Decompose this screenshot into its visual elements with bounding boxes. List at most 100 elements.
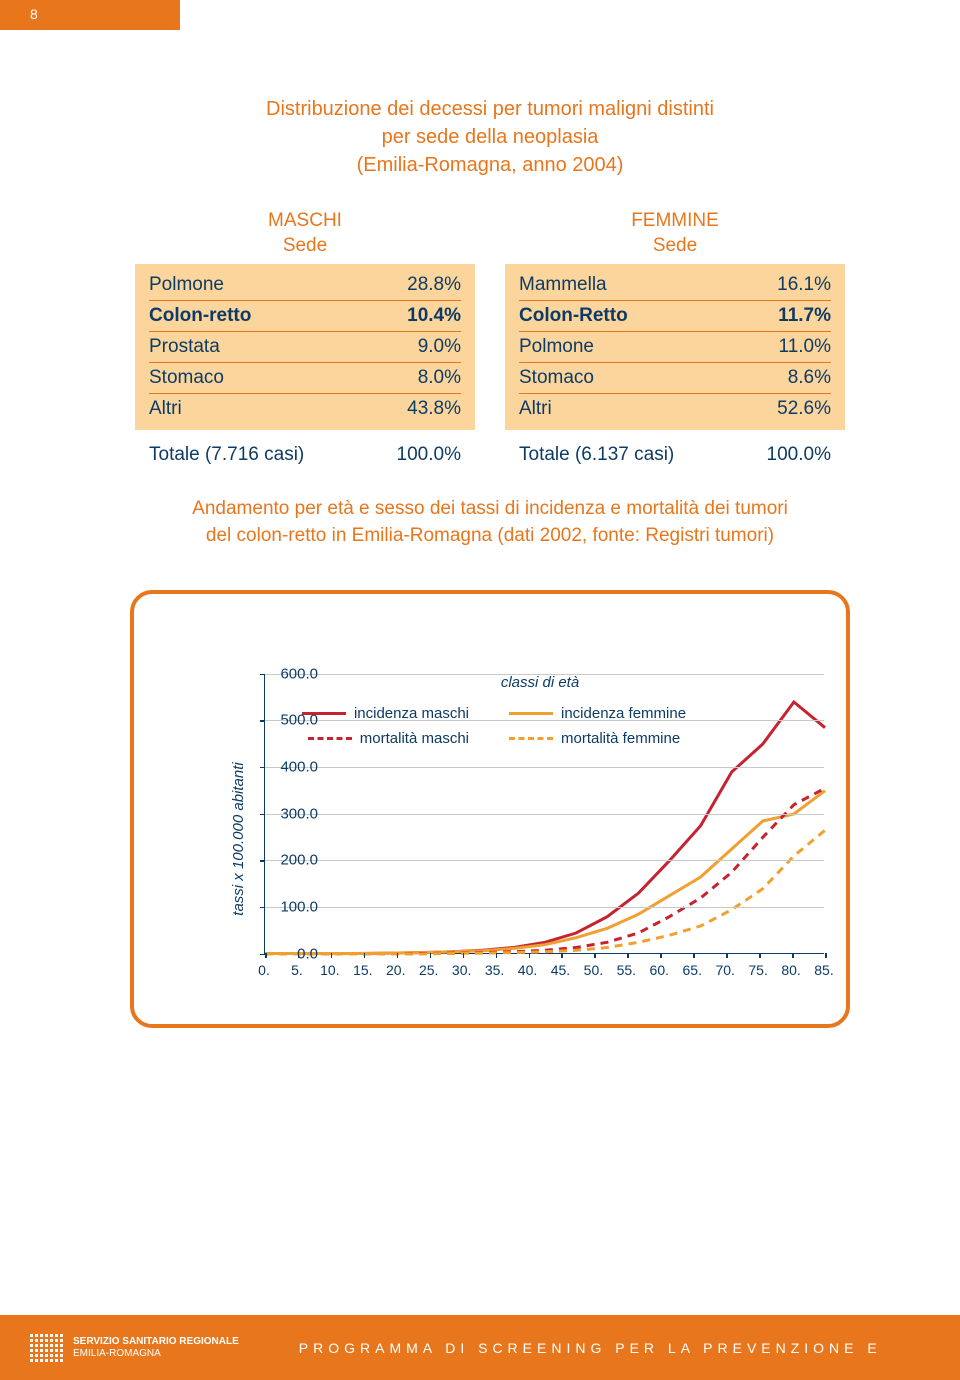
gridline <box>265 674 824 675</box>
title-line: Distribuzione dei decessi per tumori mal… <box>266 98 714 120</box>
footer-text: PROGRAMMA DI SCREENING PER LA PREVENZION… <box>299 1340 882 1356</box>
row-label: Colon-Retto <box>519 305 628 327</box>
table-femmine: FEMMINE Sede Mammella16.1%Colon-Retto11.… <box>505 209 845 466</box>
row-value: 16.1% <box>777 274 831 296</box>
x-tick-label: 35. <box>485 962 504 978</box>
x-tick <box>397 953 399 958</box>
table-row: Altri 43.8% <box>149 394 461 424</box>
x-tick-label: 70. <box>715 962 734 978</box>
x-tick-label: 0. <box>258 962 270 978</box>
x-tick <box>298 953 300 958</box>
x-tick-label: 25. <box>419 962 438 978</box>
table-row: Colon-Retto11.7% <box>519 301 831 332</box>
table-head-2: Sede <box>653 235 697 256</box>
gridline <box>265 814 824 815</box>
x-tick <box>693 953 695 958</box>
x-tick <box>726 953 728 958</box>
x-tick-label: 40. <box>518 962 537 978</box>
row-value: 9.0% <box>418 336 461 358</box>
y-tick-label: 0.0 <box>268 945 318 962</box>
table-head-1: FEMMINE <box>631 210 719 231</box>
y-tick <box>260 720 265 722</box>
table-row: Colon-retto 10.4% <box>149 301 461 332</box>
y-tick <box>260 814 265 816</box>
series-line <box>265 790 825 953</box>
footer-logo: SERVIZIO SANITARIO REGIONALE EMILIA-ROMA… <box>30 1334 239 1362</box>
row-value: 28.8% <box>407 274 461 296</box>
table-head-1: MASCHI <box>268 210 342 231</box>
gridline <box>265 860 824 861</box>
total-value: 100.0% <box>397 444 461 466</box>
chart-title: Andamento per età e sesso dei tassi di i… <box>120 496 860 549</box>
x-tick <box>430 953 432 958</box>
y-tick-label: 100.0 <box>268 898 318 915</box>
row-value: 10.4% <box>407 305 461 327</box>
tables-container: MASCHI Sede Polmone 28.8% Colon-retto 10.4%… <box>120 209 860 466</box>
x-tick <box>529 953 531 958</box>
chart-area: tassi x 100.000 abitanti 0.0100.0200.030… <box>204 674 816 1004</box>
gridline <box>265 767 824 768</box>
y-tick-label: 400.0 <box>268 758 318 775</box>
y-tick <box>260 767 265 769</box>
y-axis-label: tassi x 100.000 abitanti <box>230 762 247 915</box>
table-row: Polmone 11.0% <box>519 332 831 363</box>
page-number: 8 <box>30 6 38 22</box>
table-total: Totale (7.716 casi) 100.0% <box>135 430 475 466</box>
x-tick-label: 45. <box>551 962 570 978</box>
total-label: Totale (7.716 casi) <box>149 444 304 466</box>
page-content: Distribuzione dei decessi per tumori mal… <box>120 95 860 1028</box>
x-tick <box>463 953 465 958</box>
x-tick-label: 55. <box>617 962 636 978</box>
x-tick-label: 30. <box>452 962 471 978</box>
table-row: Altri52.6% <box>519 394 831 424</box>
x-tick-label: 50. <box>584 962 603 978</box>
row-label: Polmone <box>149 274 224 296</box>
table-row: Prostata 9.0% <box>149 332 461 363</box>
row-value: 8.6% <box>788 367 831 389</box>
y-tick <box>260 860 265 862</box>
subtitle-line: Andamento per età e sesso dei tassi di i… <box>192 498 788 519</box>
x-tick-label: 75. <box>748 962 767 978</box>
series-line <box>265 830 825 954</box>
total-label: Totale (6.137 casi) <box>519 444 674 466</box>
page-footer: SERVIZIO SANITARIO REGIONALE EMILIA-ROMA… <box>0 1315 960 1380</box>
row-label: Colon-retto <box>149 305 251 327</box>
row-value: 8.0% <box>418 367 461 389</box>
main-title: Distribuzione dei decessi per tumori mal… <box>120 95 860 179</box>
x-tick <box>825 953 827 958</box>
x-tick <box>792 953 794 958</box>
row-label: Polmone <box>519 336 594 358</box>
logo-line-2: EMILIA-ROMAGNA <box>73 1348 239 1360</box>
row-value: 43.8% <box>407 398 461 420</box>
plot-area: 0.0100.0200.0300.0400.0500.0600.0 <box>264 674 824 954</box>
y-tick-label: 300.0 <box>268 805 318 822</box>
x-tick <box>759 953 761 958</box>
table-body: Mammella16.1%Colon-Retto11.7%Polmone11.0… <box>505 264 845 430</box>
y-tick-label: 600.0 <box>268 665 318 682</box>
x-tick-label: 15. <box>353 962 372 978</box>
logo-dots-icon <box>30 1334 63 1362</box>
gridline <box>265 720 824 721</box>
x-tick-label: 5. <box>291 962 303 978</box>
x-tick-label: 80. <box>781 962 800 978</box>
chart-container: tassi x 100.000 abitanti 0.0100.0200.030… <box>130 590 850 1028</box>
title-line: per sede della neoplasia <box>382 126 599 148</box>
table-body: Polmone 28.8% Colon-retto 10.4% Prostata 9.0%… <box>135 264 475 430</box>
gridline <box>265 907 824 908</box>
logo-line-1: SERVIZIO SANITARIO REGIONALE <box>73 1336 239 1348</box>
row-label: Altri <box>519 398 552 420</box>
x-tick <box>561 953 563 958</box>
x-tick-label: 85. <box>814 962 833 978</box>
table-row: Stomaco8.6% <box>519 363 831 394</box>
table-head-2: Sede <box>283 235 327 256</box>
title-line: (Emilia-Romagna, anno 2004) <box>357 154 624 176</box>
x-tick <box>496 953 498 958</box>
row-label: Prostata <box>149 336 220 358</box>
row-value: 11.0% <box>779 336 831 358</box>
x-tick-label: 20. <box>386 962 405 978</box>
row-label: Stomaco <box>149 367 224 389</box>
x-tick-label: 60. <box>650 962 669 978</box>
x-tick <box>331 953 333 958</box>
header-bar <box>0 0 180 30</box>
row-label: Altri <box>149 398 182 420</box>
